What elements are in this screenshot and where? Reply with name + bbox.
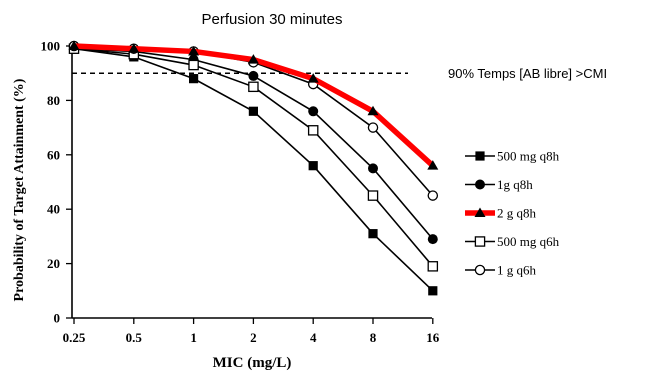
data-point <box>248 70 259 81</box>
data-point <box>367 105 379 116</box>
y-tick-label: 100 <box>41 39 61 54</box>
y-tick-label: 0 <box>54 311 61 326</box>
x-tick-label: 1 <box>190 330 197 345</box>
y-tick-label: 40 <box>47 202 60 217</box>
data-point <box>368 229 378 239</box>
x-tick-label: 0.25 <box>63 330 86 345</box>
data-point <box>307 73 319 83</box>
legend-label: 500 mg q6h <box>497 234 560 249</box>
x-tick-label: 2 <box>250 330 257 345</box>
data-point <box>428 286 438 296</box>
data-point <box>188 59 199 71</box>
legend-item: 1 g q6h <box>465 263 537 278</box>
data-point <box>427 234 438 245</box>
chart-title: Perfusion 30 minutes <box>202 11 343 28</box>
legend-marker <box>474 264 486 276</box>
reference-line-label: 90% Temps [AB libre] >CMI <box>448 66 607 81</box>
y-axis-label: Probability of Target Attainment (%) <box>12 78 27 301</box>
legend-marker <box>474 236 486 247</box>
x-tick-label: 4 <box>310 330 317 345</box>
x-tick-label: 0.5 <box>126 330 143 345</box>
data-point <box>367 122 379 133</box>
legend-marker <box>475 151 485 161</box>
data-point <box>248 81 259 93</box>
data-point <box>427 261 439 272</box>
series-layer <box>68 40 439 296</box>
data-point <box>427 190 439 201</box>
x-axis-label: MIC (mg/L) <box>213 355 292 371</box>
y-tick-label: 80 <box>47 93 60 108</box>
series-line <box>73 45 434 197</box>
legend-item: 2 g q8h <box>465 206 537 221</box>
series-line <box>73 47 434 267</box>
x-tick-label: 8 <box>370 330 377 345</box>
data-point <box>308 106 319 117</box>
data-point <box>248 106 258 116</box>
data-point <box>367 190 379 201</box>
data-point <box>308 161 318 171</box>
data-point <box>368 163 378 174</box>
legend-label: 2 g q8h <box>497 206 537 221</box>
legend-item: 500 mg q8h <box>465 149 560 164</box>
data-point <box>427 160 439 170</box>
y-tick-label: 60 <box>47 147 60 162</box>
legend-marker <box>475 179 485 190</box>
plot-area: 0 20 40 60 80 100 0.25 0.5 1 2 4 8 16 <box>41 39 440 346</box>
legend-marker <box>474 207 486 217</box>
legend-label: 500 mg q8h <box>497 149 560 164</box>
legend-item: 500 mg q6h <box>465 234 560 249</box>
legend: 500 mg q8h 1g q8h 2 g q8h 500 mg q6h 1 g q6h <box>465 149 560 278</box>
data-point <box>189 74 199 84</box>
y-ticks: 0 20 40 60 80 100 <box>41 39 72 326</box>
data-point <box>128 43 140 53</box>
legend-label: 1g q8h <box>497 177 533 192</box>
legend-item: 1g q8h <box>465 177 533 192</box>
x-ticks: 0.25 0.5 1 2 4 8 16 <box>63 318 440 345</box>
data-point <box>307 125 319 136</box>
x-tick-label: 16 <box>426 330 440 345</box>
legend-label: 1 g q6h <box>497 263 537 278</box>
y-tick-label: 20 <box>47 256 60 271</box>
data-point <box>247 54 259 64</box>
series-2-g-q8h <box>68 40 439 170</box>
data-point <box>188 45 200 56</box>
data-point <box>68 40 80 50</box>
